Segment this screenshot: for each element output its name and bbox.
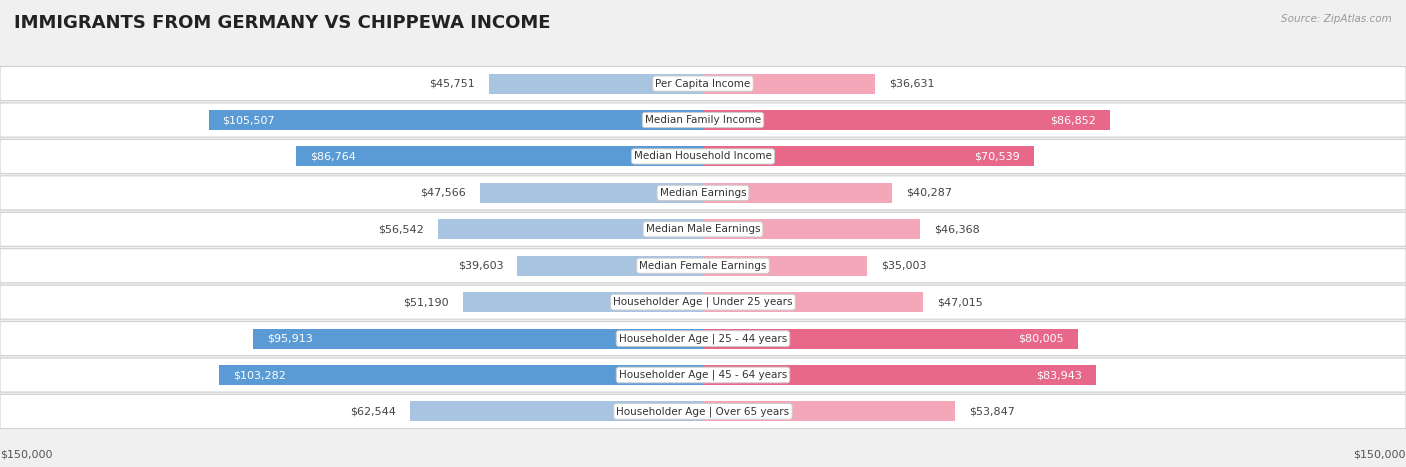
Text: Median Household Income: Median Household Income (634, 151, 772, 162)
Bar (488, 74, 703, 93)
Bar (439, 219, 703, 239)
FancyBboxPatch shape (0, 66, 1406, 101)
Text: $70,539: $70,539 (974, 151, 1019, 162)
Text: Householder Age | 45 - 64 years: Householder Age | 45 - 64 years (619, 370, 787, 380)
Bar (703, 219, 921, 239)
Text: $80,005: $80,005 (1018, 333, 1064, 344)
Bar (703, 183, 891, 203)
Bar (253, 329, 703, 348)
Text: $46,368: $46,368 (935, 224, 980, 234)
Text: Median Male Earnings: Median Male Earnings (645, 224, 761, 234)
Bar (411, 402, 703, 421)
Bar (703, 256, 868, 276)
Text: $47,015: $47,015 (938, 297, 983, 307)
FancyBboxPatch shape (0, 212, 1406, 247)
FancyBboxPatch shape (0, 103, 1406, 137)
Text: $45,751: $45,751 (429, 78, 474, 89)
Text: $53,847: $53,847 (969, 406, 1015, 417)
Bar (703, 147, 1033, 166)
Bar (208, 110, 703, 130)
Bar (297, 147, 703, 166)
Text: Source: ZipAtlas.com: Source: ZipAtlas.com (1281, 14, 1392, 24)
Bar (703, 365, 1097, 385)
Text: $39,603: $39,603 (458, 261, 503, 271)
Text: $36,631: $36,631 (889, 78, 934, 89)
FancyBboxPatch shape (0, 285, 1406, 319)
FancyBboxPatch shape (0, 176, 1406, 210)
Bar (219, 365, 703, 385)
Text: $47,566: $47,566 (420, 188, 465, 198)
Bar (517, 256, 703, 276)
Bar (703, 402, 955, 421)
Text: $150,000: $150,000 (1354, 450, 1406, 460)
Text: Householder Age | Over 65 years: Householder Age | Over 65 years (616, 406, 790, 417)
Text: $95,913: $95,913 (267, 333, 314, 344)
Text: $83,943: $83,943 (1036, 370, 1083, 380)
Text: Householder Age | 25 - 44 years: Householder Age | 25 - 44 years (619, 333, 787, 344)
Bar (479, 183, 703, 203)
Text: $86,852: $86,852 (1050, 115, 1097, 125)
Text: Median Earnings: Median Earnings (659, 188, 747, 198)
FancyBboxPatch shape (0, 358, 1406, 392)
Text: IMMIGRANTS FROM GERMANY VS CHIPPEWA INCOME: IMMIGRANTS FROM GERMANY VS CHIPPEWA INCO… (14, 14, 551, 32)
Bar (703, 110, 1111, 130)
Text: $35,003: $35,003 (882, 261, 927, 271)
FancyBboxPatch shape (0, 139, 1406, 174)
FancyBboxPatch shape (0, 394, 1406, 429)
Text: Per Capita Income: Per Capita Income (655, 78, 751, 89)
Text: Median Female Earnings: Median Female Earnings (640, 261, 766, 271)
Text: Householder Age | Under 25 years: Householder Age | Under 25 years (613, 297, 793, 307)
Text: $103,282: $103,282 (233, 370, 285, 380)
Bar (703, 74, 875, 93)
Text: $150,000: $150,000 (0, 450, 52, 460)
Bar (703, 292, 924, 312)
Text: $105,507: $105,507 (222, 115, 276, 125)
FancyBboxPatch shape (0, 321, 1406, 356)
Text: $56,542: $56,542 (378, 224, 425, 234)
FancyBboxPatch shape (0, 248, 1406, 283)
Text: $86,764: $86,764 (311, 151, 356, 162)
Text: Median Family Income: Median Family Income (645, 115, 761, 125)
Text: $51,190: $51,190 (404, 297, 449, 307)
Bar (703, 329, 1078, 348)
Bar (463, 292, 703, 312)
Text: $62,544: $62,544 (350, 406, 396, 417)
Text: $40,287: $40,287 (905, 188, 952, 198)
